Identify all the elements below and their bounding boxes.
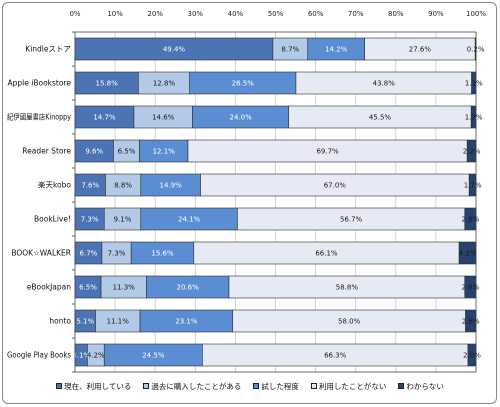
data-label: 58.8% [336, 284, 359, 292]
x-tick-label: 40% [228, 10, 244, 18]
data-label: 15.8% [96, 80, 119, 88]
legend: 現在、利用している 過去に購入したことがある 試した程度 利用したことがない わ… [0, 380, 500, 392]
category-label: 楽天kobo [38, 180, 71, 190]
data-label: 4.2% [87, 352, 105, 360]
legend-label: 現在、利用している [64, 381, 132, 391]
data-label: 56.7% [340, 216, 363, 224]
data-label: 66.1% [315, 250, 338, 258]
data-label: 49.4% [163, 46, 186, 54]
data-label: 27.6% [409, 46, 432, 54]
data-label: 4.2% [459, 250, 477, 258]
legend-label: 過去に購入したことがある [151, 381, 242, 391]
legend-swatch [310, 383, 317, 389]
category-label: honto [49, 317, 71, 326]
category-label: BOOK☆WALKER [11, 249, 71, 258]
data-label: 26.5% [232, 80, 255, 88]
data-label: 20.6% [177, 284, 200, 292]
legend-label: 試した程度 [261, 381, 299, 391]
legend-item: 利用したことがない [310, 381, 387, 392]
category-label: Reader Store [22, 147, 71, 156]
data-label: 1.1% [465, 80, 483, 88]
data-label: 1.2% [465, 114, 483, 122]
data-label: 6.7% [80, 250, 98, 258]
x-tick-label: 50% [268, 10, 284, 18]
data-label: 24.1% [178, 216, 201, 224]
legend-label: わからない [406, 381, 444, 391]
legend-item: 過去に購入したことがある [143, 381, 241, 392]
data-label: 15.6% [151, 250, 174, 258]
data-label: 2.8% [461, 216, 479, 224]
data-label: 11.3% [113, 284, 136, 292]
x-tick-label: 60% [308, 10, 324, 18]
plot-area-border [74, 31, 477, 373]
category-label: eBookJapan [27, 283, 71, 292]
data-label: 69.7% [316, 148, 339, 156]
data-label: 2.8% [461, 284, 479, 292]
data-label: 8.8% [114, 182, 132, 190]
chart-frame [2, 2, 497, 404]
legend-item: わからない [398, 381, 444, 392]
data-label: 6.5% [118, 148, 136, 156]
category-label: Apple iBookstore [8, 79, 72, 88]
data-label: 67.0% [324, 182, 347, 190]
x-tick-label: 100% [466, 10, 486, 18]
data-label: 7.3% [81, 216, 99, 224]
data-label: 7.3% [108, 250, 126, 258]
x-tick-label: 0% [69, 10, 80, 18]
data-label: 11.1% [107, 318, 130, 326]
data-label: 43.8% [373, 80, 396, 88]
data-label: 12.1% [153, 148, 176, 156]
data-label: 2.2% [463, 148, 481, 156]
data-label: 14.6% [152, 114, 175, 122]
data-label: 1.7% [464, 182, 482, 190]
data-label: 7.6% [81, 182, 99, 190]
x-tick-label: 10% [107, 10, 123, 18]
data-label: 5.1% [76, 318, 94, 326]
x-tick-label: 80% [388, 10, 404, 18]
category-label: Kindleストア [25, 45, 71, 54]
x-tick-label: 30% [188, 10, 204, 18]
data-label: 12.8% [153, 80, 176, 88]
data-label: 9.6% [85, 148, 103, 156]
data-label: 8.7% [281, 46, 299, 54]
data-label: 24.5% [142, 352, 165, 360]
legend-swatch [143, 383, 150, 389]
data-label: 3.1% [72, 352, 90, 360]
data-label: 45.5% [369, 114, 392, 122]
category-label: Google Play Books [7, 351, 71, 360]
bars [74, 37, 477, 367]
data-label: 2.6% [462, 318, 480, 326]
category-label: BookLive! [34, 215, 71, 224]
data-label: 14.2% [325, 46, 348, 54]
data-label: 24.0% [229, 114, 252, 122]
legend-item: 現在、利用している [56, 381, 131, 392]
legend-label: 利用したことがない [318, 381, 387, 391]
data-label: 58.0% [338, 318, 361, 326]
data-label: 9.1% [114, 216, 132, 224]
legend-swatch [398, 383, 405, 389]
x-tick-label: 20% [147, 10, 163, 18]
legend-swatch [56, 383, 63, 389]
x-tick-label: 90% [428, 10, 444, 18]
data-label: 14.9% [160, 182, 183, 190]
data-label: 14.7% [93, 114, 116, 122]
x-tick-label: 70% [348, 10, 364, 18]
data-label: 6.5% [79, 284, 97, 292]
legend-swatch [253, 383, 260, 389]
data-labels: 49.4% 8.7% 14.2% 27.6% 0.2%15.8% 12.8% 26.5% 43… [72, 46, 485, 360]
data-label: 23.1% [175, 318, 198, 326]
data-label: 2.0% [463, 352, 481, 360]
legend-item: 試した程度 [253, 381, 299, 392]
category-label: 紀伊國屋書店Kinoppy [7, 112, 71, 122]
data-label: 66.3% [324, 352, 347, 360]
